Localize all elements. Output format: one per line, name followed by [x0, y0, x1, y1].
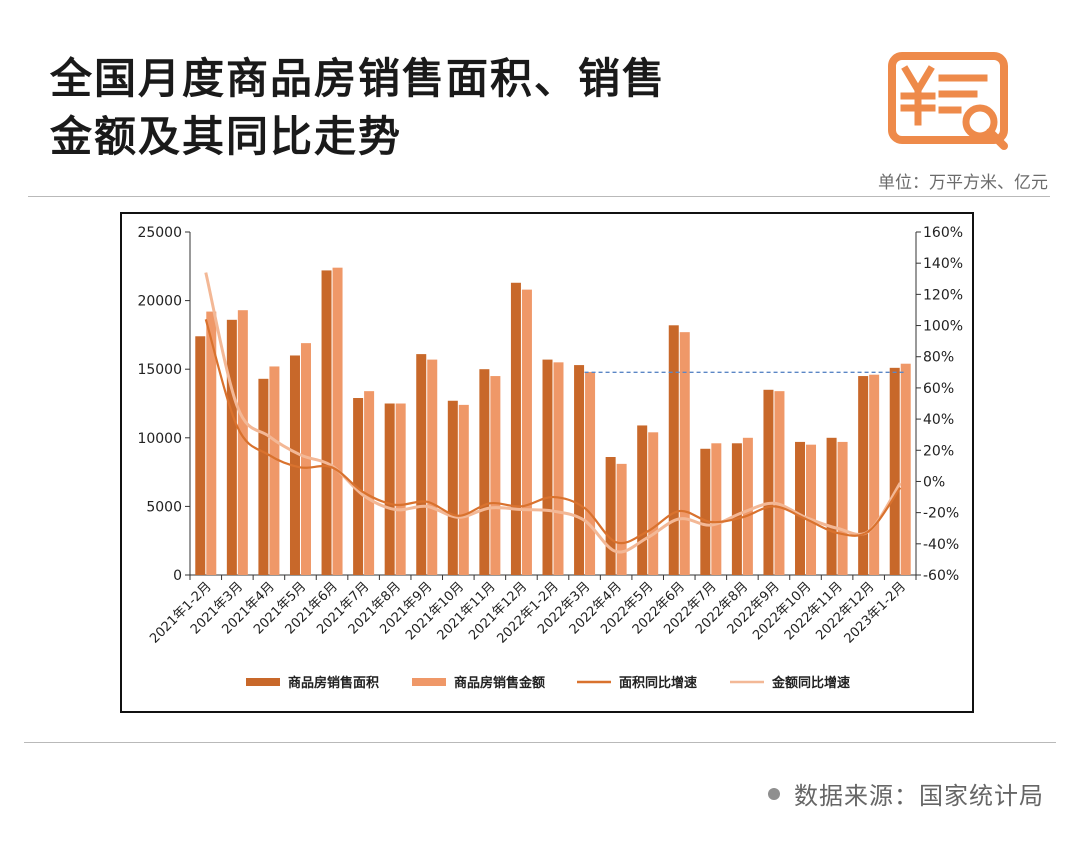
- page-title: 全国月度商品房销售面积、销售 金额及其同比走势: [50, 50, 830, 166]
- bar-amount: [364, 391, 375, 575]
- bar-amount: [237, 310, 248, 575]
- bar-area: [479, 369, 490, 575]
- legend-amount-line-label: 金额同比增速: [771, 675, 850, 691]
- y-right-tick-label: 40%: [923, 412, 954, 428]
- legend-amount-bar-label: 商品房销售金额: [454, 675, 545, 691]
- bar-area: [226, 319, 237, 575]
- bar-area: [384, 403, 395, 575]
- bar-amount: [585, 371, 596, 575]
- y-right-tick-label: 100%: [923, 319, 963, 335]
- chart-container: 0 5000 10000 15000 20000 25000 -60% -40% -20% 0% 2…: [120, 212, 974, 713]
- bar-amount: [458, 404, 469, 575]
- y-left-tick-label: 15000: [137, 362, 182, 378]
- y-left-tick-label: 5000: [146, 499, 182, 515]
- bar-amount: [869, 374, 880, 575]
- bar-area: [889, 367, 900, 575]
- y-left-tick-label: 0: [173, 568, 182, 584]
- legend-area-line-label: 面积同比增速: [619, 675, 697, 691]
- line-amount-yoy: [204, 272, 902, 554]
- bar-amount: [742, 437, 753, 575]
- bar-amount: [332, 267, 343, 575]
- y-left-tick-label: 25000: [137, 225, 182, 241]
- bar-area: [700, 448, 711, 575]
- bar-area: [195, 336, 206, 575]
- bar-amount: [648, 432, 659, 575]
- bar-area: [574, 365, 585, 575]
- y-right-tick-label: -20%: [923, 506, 959, 522]
- legend-area-bar-swatch: [246, 678, 280, 686]
- bar-area: [763, 389, 774, 575]
- yuan-receipt-search-icon: [888, 52, 1008, 150]
- bottom-divider: [24, 742, 1056, 743]
- bar-amount: [616, 463, 627, 575]
- y-right-tick-label: 160%: [923, 225, 963, 241]
- bar-area: [637, 425, 648, 575]
- bar-area: [510, 282, 521, 575]
- data-source: 数据来源：国家统计局: [768, 776, 1044, 811]
- bar-amount: [900, 363, 911, 575]
- page-title-line1: 全国月度商品房销售面积、销售: [50, 54, 667, 103]
- y-right-tick-label: 120%: [923, 287, 963, 303]
- bar-amount: [711, 443, 722, 575]
- bar-area: [353, 398, 364, 575]
- bar-area: [447, 400, 458, 575]
- bar-amount: [300, 343, 311, 575]
- legend-amount-bar-swatch: [412, 678, 446, 686]
- bar-amount: [521, 289, 532, 575]
- line-area-yoy: [204, 318, 902, 545]
- bar-amount: [269, 366, 280, 575]
- bar-area: [858, 376, 869, 575]
- bar-amount: [395, 403, 406, 575]
- bar-area: [605, 457, 616, 575]
- y-right-tick-label: 0%: [923, 474, 945, 490]
- bar-area: [795, 441, 806, 575]
- chart-svg: 0 5000 10000 15000 20000 25000 -60% -40% -20% 0% 2…: [137, 225, 963, 691]
- bar-area: [826, 437, 837, 575]
- bar-area: [668, 325, 679, 575]
- data-source-text: 数据来源：国家统计局: [794, 782, 1044, 810]
- y-right-tick-label: 140%: [923, 256, 963, 272]
- bar-amount: [490, 376, 501, 575]
- bar-amount: [427, 359, 438, 575]
- bar-amount: [206, 311, 217, 575]
- bar-amount: [806, 444, 817, 575]
- bar-area: [258, 378, 269, 575]
- bar-amount: [553, 362, 564, 575]
- y-right-tick-label: 20%: [923, 443, 954, 459]
- y-right-tick-label: 80%: [923, 350, 954, 366]
- bar-amount: [774, 391, 785, 575]
- y-left-tick-label: 10000: [137, 431, 182, 447]
- unit-label: 单位：万平方米、亿元: [878, 173, 1048, 193]
- bullet-icon: [768, 787, 780, 800]
- y-left-tick-label: 20000: [137, 294, 182, 310]
- bar-area: [321, 270, 332, 575]
- y-right-tick-label: -60%: [923, 568, 959, 584]
- bar-area: [416, 354, 427, 575]
- top-divider: [28, 196, 1050, 197]
- bar-amount: [679, 332, 690, 575]
- y-right-tick-label: 60%: [923, 381, 954, 397]
- page-title-line2: 金额及其同比走势: [50, 112, 403, 161]
- bar-area: [542, 359, 553, 575]
- legend-area-bar-label: 商品房销售面积: [288, 675, 379, 691]
- bar-amount: [837, 441, 848, 575]
- bar-area: [731, 443, 742, 575]
- y-right-tick-label: -40%: [923, 537, 959, 553]
